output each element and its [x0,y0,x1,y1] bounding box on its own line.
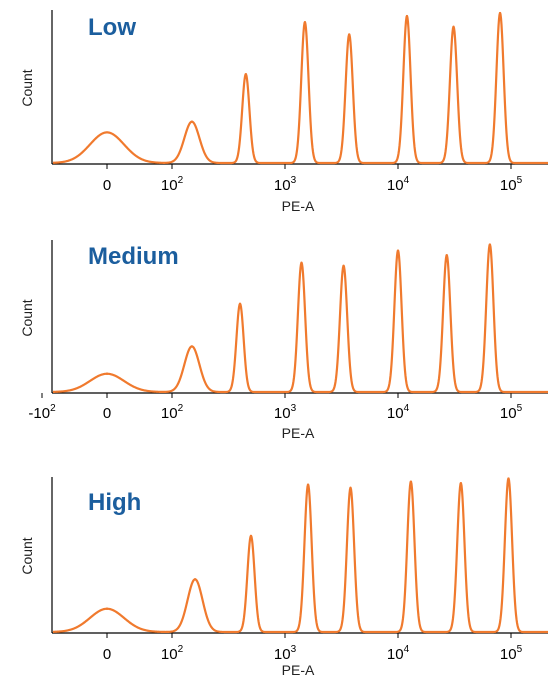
histogram-peak-medium-4 [342,264,345,268]
histogram-peak-high-5 [409,480,413,483]
chart-title-high: High [88,489,141,516]
histogram-peak-high-6 [459,482,463,485]
y-axis-label-medium: Count [19,299,35,336]
chart-title-medium: Medium [88,243,179,270]
panel-medium: Medium Count PE-A -102 0 102 103 104 105 [19,240,549,441]
x-tick-label-medium-3: 103 [274,403,297,422]
histogram-curve-medium [52,243,549,394]
histogram-peak-low-4 [348,33,351,36]
histogram-peak-low-5 [405,14,409,18]
panel-low: Low Count PE-A 0 102 103 104 105 [19,10,549,214]
y-axis-label-low: Count [19,69,35,106]
histogram-peak-low-7 [498,11,502,15]
x-tick-label-high-1: 102 [161,644,184,663]
histogram-peak-high-2 [249,534,253,538]
histogram-peak-medium-1 [190,345,194,348]
y-axis-label-high: Count [19,537,35,574]
histogram-peak-low-3 [303,21,307,24]
histogram-peak-high-1 [193,578,197,581]
x-axis-label-medium: PE-A [282,425,315,441]
x-tick-label-medium-4: 104 [387,403,410,422]
x-tick-label-low-2: 103 [274,175,297,194]
x-tick-label-high-3: 104 [387,644,410,663]
x-tick-label-medium-5: 105 [500,403,523,422]
x-tick-label-low-0: 0 [103,177,111,194]
histogram-peak-medium-2 [238,302,242,306]
x-tick-label-medium-0: -102 [28,403,56,422]
histogram-peak-high-3 [306,483,310,486]
histogram-peak-high-0 [105,607,109,610]
x-tick-label-high-4: 105 [500,644,523,663]
histogram-peak-low-6 [452,25,455,29]
histogram-peak-low-2 [244,73,248,76]
histogram-peak-low-1 [190,120,194,123]
panel-high: High Count PE-A 0 102 103 104 105 [19,477,549,677]
x-axis-label-low: PE-A [282,198,315,214]
histogram-peak-high-7 [507,477,510,480]
histogram-peak-medium-7 [488,243,492,246]
histogram-peak-medium-6 [445,254,448,257]
x-tick-label-medium-2: 102 [161,403,184,422]
histogram-curve-low [52,11,549,165]
histogram-peak-low-0 [105,131,109,134]
x-tick-label-low-4: 105 [500,175,523,194]
x-tick-label-high-0: 0 [103,646,111,663]
x-tick-label-low-3: 104 [387,175,410,194]
histogram-peak-medium-0 [105,372,109,375]
histogram-curve-high [52,477,549,634]
histogram-peak-high-4 [349,486,352,490]
histogram-peak-medium-3 [300,261,303,264]
chart-title-low: Low [88,14,136,41]
histogram-peak-medium-5 [396,249,400,252]
x-tick-label-low-1: 102 [161,175,184,194]
x-axis-label-high: PE-A [282,662,315,677]
x-tick-label-medium-1: 0 [103,405,111,422]
x-tick-label-high-2: 103 [274,644,297,663]
